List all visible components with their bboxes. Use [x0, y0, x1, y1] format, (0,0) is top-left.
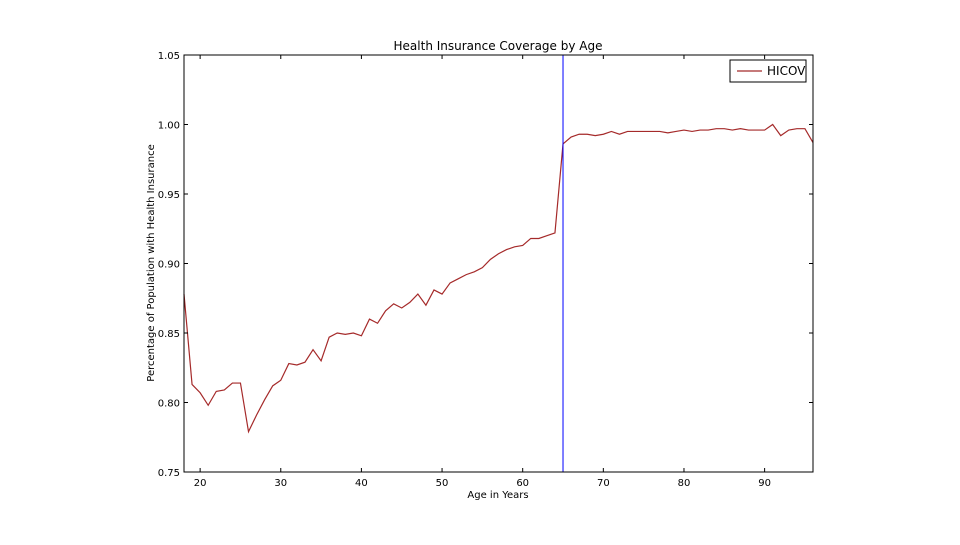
legend: HICOV	[729, 59, 807, 83]
y-tick-label: 0.90	[158, 260, 180, 271]
x-tick-label: 50	[436, 478, 449, 489]
x-tick-label: 30	[274, 478, 287, 489]
x-axis-label: Age in Years	[467, 490, 528, 501]
y-tick-label: 0.75	[158, 468, 180, 479]
y-tick-label: 0.85	[158, 329, 180, 340]
series-line-hicov	[183, 123, 814, 434]
y-tick-label: 0.80	[158, 399, 180, 410]
y-tick-label: 1.05	[158, 51, 180, 62]
legend-box	[729, 59, 807, 83]
axis-ticks: 20 30 40 50 60 70 80 90 0.75 0.80 0.85 0.90 0.95 1.00…	[158, 51, 814, 489]
y-tick-label: 1.00	[158, 121, 180, 132]
y-tick-label: 0.95	[158, 190, 180, 201]
plot-area	[183, 55, 814, 472]
chart-title: Health Insurance Coverage by Age	[394, 39, 603, 53]
x-tick-label: 20	[194, 478, 207, 489]
x-tick-label: 90	[758, 478, 771, 489]
plot-frame	[183, 54, 814, 473]
legend-label-hicov: HICOV	[767, 64, 806, 78]
x-tick-label: 60	[516, 478, 529, 489]
x-tick-label: 40	[355, 478, 368, 489]
x-tick-label: 70	[597, 478, 610, 489]
x-tick-label: 80	[678, 478, 691, 489]
y-axis-label: Percentage of Population with Health Ins…	[146, 144, 157, 381]
